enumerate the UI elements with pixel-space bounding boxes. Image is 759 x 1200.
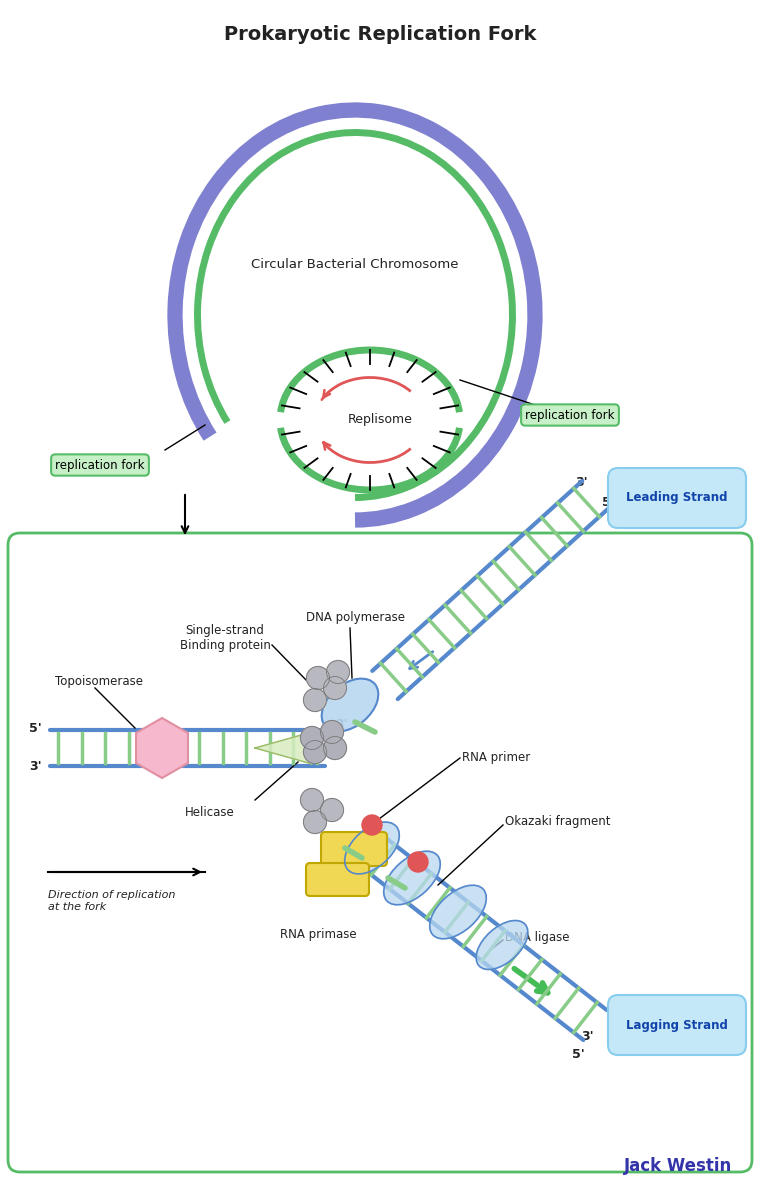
- Text: 3': 3': [575, 475, 588, 488]
- Text: RNA primer: RNA primer: [462, 751, 531, 764]
- Polygon shape: [255, 732, 312, 764]
- Text: Prokaryotic Replication Fork: Prokaryotic Replication Fork: [224, 25, 536, 44]
- FancyBboxPatch shape: [608, 995, 746, 1055]
- Text: 3': 3': [581, 1031, 594, 1044]
- Ellipse shape: [430, 886, 487, 938]
- Circle shape: [408, 852, 428, 872]
- Circle shape: [320, 798, 344, 822]
- Circle shape: [323, 677, 347, 700]
- Text: Jack Westin: Jack Westin: [624, 1157, 732, 1175]
- Circle shape: [326, 660, 349, 684]
- Circle shape: [304, 810, 326, 834]
- Text: RNA primase: RNA primase: [279, 928, 356, 941]
- Text: replication fork: replication fork: [55, 458, 145, 472]
- Text: Circular Bacterial Chromosome: Circular Bacterial Chromosome: [251, 258, 458, 271]
- Text: 3': 3': [30, 761, 42, 774]
- Text: Okazaki fragment: Okazaki fragment: [505, 816, 610, 828]
- Text: Replisome: Replisome: [348, 414, 412, 426]
- Circle shape: [301, 788, 323, 811]
- FancyBboxPatch shape: [608, 468, 746, 528]
- Circle shape: [304, 689, 326, 712]
- Text: Topoisomerase: Topoisomerase: [55, 676, 143, 689]
- FancyBboxPatch shape: [8, 533, 752, 1172]
- Text: Lagging Strand: Lagging Strand: [626, 1019, 728, 1032]
- Ellipse shape: [384, 851, 440, 905]
- Text: replication fork: replication fork: [525, 408, 615, 421]
- Text: Single-strand
Binding protein: Single-strand Binding protein: [180, 624, 270, 652]
- Ellipse shape: [322, 679, 378, 731]
- Circle shape: [304, 740, 326, 763]
- FancyBboxPatch shape: [321, 832, 387, 866]
- Text: Helicase: Helicase: [185, 805, 235, 818]
- Text: 3': 3': [335, 719, 348, 732]
- Text: Leading Strand: Leading Strand: [626, 492, 728, 504]
- FancyBboxPatch shape: [306, 863, 369, 896]
- Text: Direction of replication
at the fork: Direction of replication at the fork: [48, 890, 175, 912]
- Text: 5': 5': [572, 1049, 584, 1062]
- Text: DNA polymerase: DNA polymerase: [306, 612, 405, 624]
- Circle shape: [323, 737, 347, 760]
- Ellipse shape: [345, 822, 399, 874]
- Text: 5': 5': [30, 721, 42, 734]
- Circle shape: [301, 726, 323, 750]
- Circle shape: [320, 720, 344, 744]
- Ellipse shape: [476, 920, 528, 970]
- Text: DNA ligase: DNA ligase: [505, 931, 569, 944]
- Text: 5': 5': [602, 496, 614, 509]
- Circle shape: [362, 815, 382, 835]
- Circle shape: [307, 666, 329, 690]
